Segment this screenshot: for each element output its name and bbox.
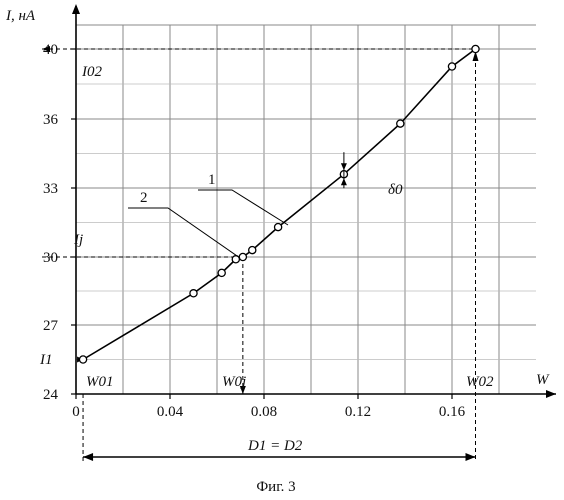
x-tick-label: 0: [72, 404, 80, 420]
data-point: [397, 120, 404, 127]
label-w01: W01: [86, 374, 114, 390]
x-tick-label: 0.04: [157, 404, 184, 420]
leader-2: [128, 208, 240, 258]
label-curve-2: 2: [140, 190, 148, 206]
x-tick-label: 0.12: [345, 404, 371, 420]
figure-caption: Фиг. 3: [256, 479, 295, 495]
grid: [76, 25, 536, 394]
data-point: [218, 269, 225, 276]
y-tick-label: 33: [43, 181, 58, 197]
y-tick-label: 24: [43, 387, 59, 403]
label-i1: I1: [39, 352, 53, 368]
y-tick-label: 36: [43, 112, 59, 128]
x-axis-arrow: [546, 390, 556, 398]
label-w0j: W0j: [222, 374, 246, 390]
data-point: [239, 253, 246, 260]
label-w02: W02: [466, 374, 494, 390]
range-arrow-left: [83, 453, 93, 461]
label-delta0: δ0: [388, 182, 403, 198]
y-axis-label: I, нА: [5, 8, 36, 24]
x-axis-label: W: [536, 372, 550, 388]
data-point: [190, 290, 197, 297]
label-i02: I02: [81, 64, 102, 80]
data-point: [249, 247, 256, 254]
data-point: [472, 45, 479, 52]
data-point: [79, 356, 86, 363]
label-range: D1 = D2: [247, 438, 303, 454]
annotations: I02 Ij I1 W01 W0j W02 δ0 D1 = D2 1 2: [39, 64, 494, 454]
label-curve-1: 1: [208, 172, 216, 188]
leader-1: [198, 190, 288, 225]
data-point: [275, 224, 282, 231]
delta0-arrow-bottom: [341, 178, 347, 185]
ticks: 00.040.080.120.16242730333640: [43, 42, 466, 420]
y-tick-label: 30: [43, 250, 58, 266]
x-tick-label: 0.16: [439, 404, 466, 420]
delta0-arrow-top: [341, 163, 347, 170]
label-ij: Ij: [73, 232, 83, 248]
y-axis-arrow: [72, 4, 80, 14]
data-point: [448, 63, 455, 70]
x-tick-label: 0.08: [251, 404, 277, 420]
y-tick-label: 27: [43, 318, 59, 334]
range-arrow-right: [466, 453, 476, 461]
